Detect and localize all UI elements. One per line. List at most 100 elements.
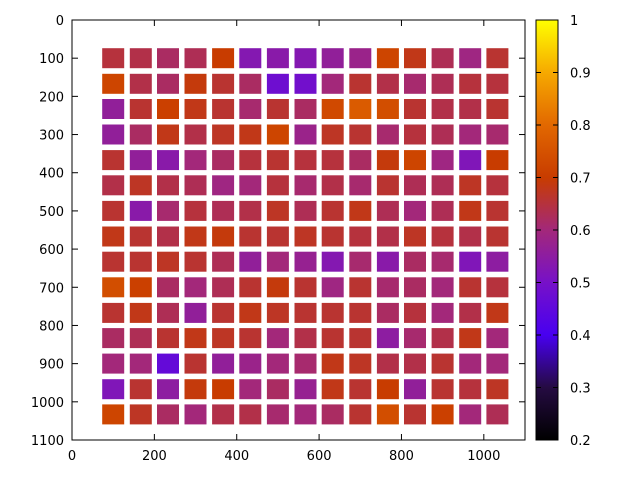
- heatmap-cell: [102, 353, 125, 374]
- heatmap-cell: [129, 251, 152, 272]
- heatmap-cell: [431, 150, 454, 171]
- heatmap-cell: [459, 251, 482, 272]
- heatmap-cell: [266, 404, 289, 425]
- heatmap-cell: [459, 200, 482, 221]
- heatmap-cell: [184, 277, 207, 298]
- heatmap-cell: [376, 226, 399, 247]
- heatmap-cell: [459, 277, 482, 298]
- heatmap-cell: [459, 124, 482, 145]
- heatmap-cell: [349, 150, 372, 171]
- heatmap-cell: [404, 150, 426, 171]
- heatmap-cell: [102, 48, 125, 69]
- heatmap-cell: [431, 73, 454, 94]
- heatmap-cell: [184, 251, 207, 272]
- x-tick-label: 400: [224, 449, 249, 464]
- heatmap-cell: [266, 48, 289, 69]
- heatmap-cell: [266, 328, 289, 349]
- heatmap-cell: [321, 175, 344, 196]
- heatmap-cell: [102, 200, 125, 221]
- heatmap-cell: [239, 48, 262, 69]
- heatmap-cell: [349, 302, 372, 323]
- heatmap-cell: [266, 353, 289, 374]
- heatmap-cell: [294, 277, 317, 298]
- heatmap-cell: [102, 302, 125, 323]
- y-tick-label: 300: [39, 129, 64, 144]
- heatmap-cell: [239, 353, 262, 374]
- heatmap-cell: [321, 48, 344, 69]
- heatmap-cell: [129, 379, 152, 400]
- colorbar-tick-label: 0.9: [570, 67, 591, 82]
- heatmap-cell: [239, 124, 262, 145]
- heatmap-cell: [294, 48, 317, 69]
- heatmap-cell: [431, 302, 454, 323]
- y-tick-label: 600: [39, 243, 64, 258]
- heatmap-cell: [376, 200, 399, 221]
- heatmap-cell: [349, 404, 372, 425]
- heatmap-cell: [376, 328, 399, 349]
- heatmap-cell: [157, 200, 179, 221]
- heatmap-cell: [349, 175, 372, 196]
- colorbar-tick-label: 0.5: [570, 277, 591, 292]
- heatmap-cell: [321, 200, 344, 221]
- heatmap-cell: [376, 175, 399, 196]
- colorbar-tick-label: 0.3: [570, 382, 591, 397]
- heatmap-cell: [266, 150, 289, 171]
- heatmap-cell: [266, 175, 289, 196]
- heatmap-cell: [486, 48, 509, 69]
- plot-frame: [71, 19, 526, 441]
- heatmap-cell: [294, 226, 317, 247]
- heatmap-cell: [431, 353, 454, 374]
- heatmap-cell: [376, 150, 399, 171]
- heatmap-cell: [266, 99, 289, 119]
- heatmap-cell: [184, 302, 207, 323]
- heatmap-cell: [239, 328, 262, 349]
- heatmap-cell: [157, 175, 179, 196]
- heatmap-cell: [212, 251, 235, 272]
- heatmap-cell: [404, 175, 426, 196]
- heatmap-cell: [184, 404, 207, 425]
- y-tick-label: 100: [39, 52, 64, 67]
- heatmap-cell: [321, 124, 344, 145]
- heatmap-cell: [184, 48, 207, 69]
- heatmap-cell: [129, 124, 152, 145]
- heatmap-cell: [404, 328, 426, 349]
- heatmap-cell: [157, 99, 179, 119]
- heatmap-cell: [431, 226, 454, 247]
- colorbar-tick-label: 0.8: [570, 119, 591, 134]
- heatmap-cell: [212, 73, 235, 94]
- heatmap-cell: [486, 175, 509, 196]
- heatmap-cell: [129, 226, 152, 247]
- heatmap-cell: [266, 277, 289, 298]
- heatmap-cell: [102, 124, 125, 145]
- heatmap-cell: [157, 150, 179, 171]
- heatmap-cell: [404, 73, 426, 94]
- heatmap-cell: [102, 277, 125, 298]
- heatmap-cell: [212, 175, 235, 196]
- heatmap-cell: [239, 379, 262, 400]
- heatmap-cell: [404, 353, 426, 374]
- heatmap-cell: [294, 302, 317, 323]
- colorbar-axis: 0.2 0.3 0.4 0.5 0.6 0.7 0.8 0.9 1: [536, 14, 591, 449]
- heatmap-cell: [129, 48, 152, 69]
- heatmap-cell: [349, 226, 372, 247]
- heatmap-cell: [459, 48, 482, 69]
- heatmap-cell: [239, 226, 262, 247]
- colorbar-tick-label: 0.7: [570, 172, 591, 187]
- heatmap-cell: [157, 328, 179, 349]
- heatmap-cell: [404, 379, 426, 400]
- y-tick-label: 800: [39, 319, 64, 334]
- heatmap-cell: [459, 150, 482, 171]
- heatmap-cell: [129, 328, 152, 349]
- heatmap-cell: [239, 251, 262, 272]
- heatmap-cell: [404, 200, 426, 221]
- heatmap-cell: [431, 404, 454, 425]
- y-tick-label: 700: [39, 281, 64, 296]
- heatmap-cell: [321, 302, 344, 323]
- heatmap-cell: [239, 404, 262, 425]
- heatmap-cell: [294, 200, 317, 221]
- heatmap-cell: [349, 328, 372, 349]
- heatmap-cell: [157, 251, 179, 272]
- colorbar-tick-label: 0.4: [570, 329, 591, 344]
- heatmap-cell: [239, 200, 262, 221]
- heatmap-cell: [349, 200, 372, 221]
